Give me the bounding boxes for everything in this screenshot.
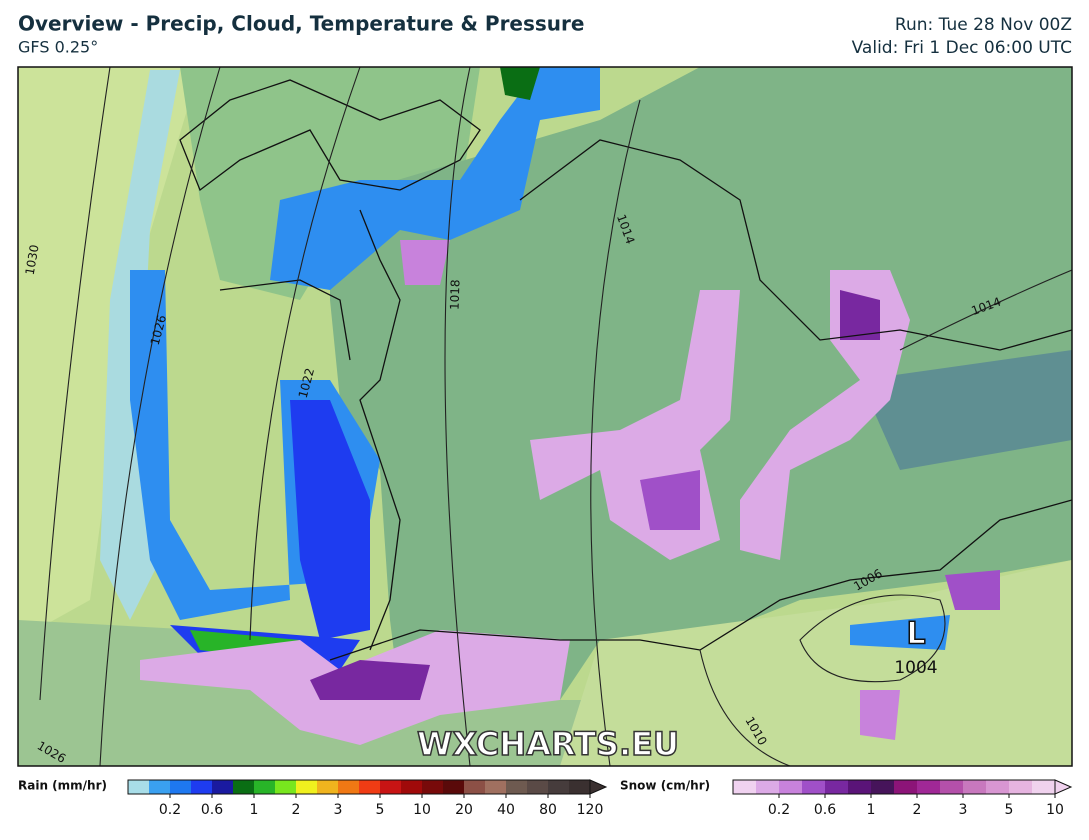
snow-legend-frame xyxy=(732,779,1056,795)
snow-color-cell xyxy=(1009,780,1033,794)
snow xyxy=(400,240,450,285)
snow xyxy=(860,690,900,740)
snow-color-cell xyxy=(894,780,918,794)
rain-legend-title: Rain (mm/hr) xyxy=(18,779,107,793)
isobar xyxy=(799,594,946,683)
rain-color-cell xyxy=(359,780,381,794)
rain-legend-arrow xyxy=(589,779,608,795)
rain-color-cell xyxy=(275,780,297,794)
snow-tick-label: 0.6 xyxy=(814,802,836,818)
rain xyxy=(850,615,950,650)
snow-heavy xyxy=(310,660,430,700)
border xyxy=(519,139,1072,351)
rain-tick-label: 2 xyxy=(292,802,301,818)
snow-heavy xyxy=(840,290,880,340)
rain xyxy=(270,67,600,290)
snow-color-cell xyxy=(1032,780,1056,794)
rain-color-cell xyxy=(401,780,423,794)
map: 1030 1026 1022 1018 1014 1014 1010 1006 … xyxy=(18,67,1072,766)
rain-color-cell xyxy=(233,780,255,794)
snow-tick-label: 2 xyxy=(913,802,922,818)
snow-tick-label: 3 xyxy=(959,802,968,818)
snow-color-cell xyxy=(733,780,757,794)
isobar-label: 1030 xyxy=(23,244,42,277)
rain-color-cell xyxy=(569,780,591,794)
rain-tick-label: 5 xyxy=(376,802,385,818)
rain-color-cell xyxy=(212,780,234,794)
title: Overview - Precip, Cloud, Temperature & … xyxy=(18,12,584,36)
rain-tick-label: 0.6 xyxy=(201,802,223,818)
snow-color-cell xyxy=(848,780,872,794)
snow-color-cell xyxy=(940,780,964,794)
rain-tick-label: 80 xyxy=(539,802,557,818)
low-pressure: 1004 xyxy=(894,658,937,678)
snow-legend-arrow xyxy=(1054,779,1073,795)
rain-color-cell xyxy=(170,780,192,794)
run: Run: Tue 28 Nov 00Z xyxy=(895,15,1072,35)
snow-color-cell xyxy=(963,780,987,794)
rain-color-cell xyxy=(527,780,549,794)
rain-tick-label: 40 xyxy=(497,802,515,818)
snow-color-cell xyxy=(825,780,849,794)
valid: Valid: Fri 1 Dec 06:00 UTC xyxy=(852,38,1072,58)
model: GFS 0.25° xyxy=(18,38,98,57)
rain-tick-label: 3 xyxy=(334,802,343,818)
coastline xyxy=(179,79,481,192)
snow xyxy=(740,270,910,560)
rain-heavy xyxy=(290,400,370,640)
rain-color-cell xyxy=(464,780,486,794)
rain-color-cell xyxy=(506,780,528,794)
map-frame xyxy=(17,66,1073,767)
isobar xyxy=(39,67,111,701)
rain-color-cell xyxy=(443,780,465,794)
rain-heavy xyxy=(500,67,540,100)
low-symbol: L xyxy=(906,617,925,652)
rain-color-cell xyxy=(149,780,171,794)
isobar xyxy=(899,269,1072,351)
isobar xyxy=(249,67,361,641)
rain-color-cell xyxy=(128,780,150,794)
isobar xyxy=(444,67,471,766)
snow-color-cell xyxy=(986,780,1010,794)
snow-tick-label: 10 xyxy=(1046,802,1064,818)
watermark: WXCHARTS.EU xyxy=(417,725,679,763)
rain-tick-label: 20 xyxy=(455,802,473,818)
rain-color-cell xyxy=(338,780,360,794)
isobar xyxy=(99,67,221,766)
snow-tick-label: 1 xyxy=(867,802,876,818)
rain-tick-label: 0.2 xyxy=(159,802,181,818)
rain-color-cell xyxy=(317,780,339,794)
isobar xyxy=(699,649,791,766)
rain-legend-frame xyxy=(127,779,591,795)
rain-color-cell xyxy=(296,780,318,794)
snow xyxy=(945,570,1000,610)
rain-color-cell xyxy=(191,780,213,794)
snow-tick-label: 0.2 xyxy=(768,802,790,818)
snow-tick-label: 5 xyxy=(1005,802,1014,818)
land xyxy=(180,67,480,300)
snow-color-cell xyxy=(779,780,803,794)
rain-color-cell xyxy=(254,780,276,794)
snow-legend-title: Snow (cm/hr) xyxy=(620,779,710,793)
rain-color-cell xyxy=(380,780,402,794)
snow-color-cell xyxy=(756,780,780,794)
snow-heavy xyxy=(640,470,700,530)
rain-tick-label: 10 xyxy=(413,802,431,818)
snow-color-cell xyxy=(802,780,826,794)
isobar-label: 1018 xyxy=(448,279,463,310)
alps-cloud xyxy=(860,350,1072,470)
snow-color-cell xyxy=(917,780,941,794)
rain-color-cell xyxy=(485,780,507,794)
snow-color-cell xyxy=(871,780,895,794)
rain-tick-label: 1 xyxy=(250,802,259,818)
rain-color-cell xyxy=(548,780,570,794)
rain-tick-label: 120 xyxy=(577,802,604,818)
isobar xyxy=(590,99,641,766)
rain-color-cell xyxy=(422,780,444,794)
